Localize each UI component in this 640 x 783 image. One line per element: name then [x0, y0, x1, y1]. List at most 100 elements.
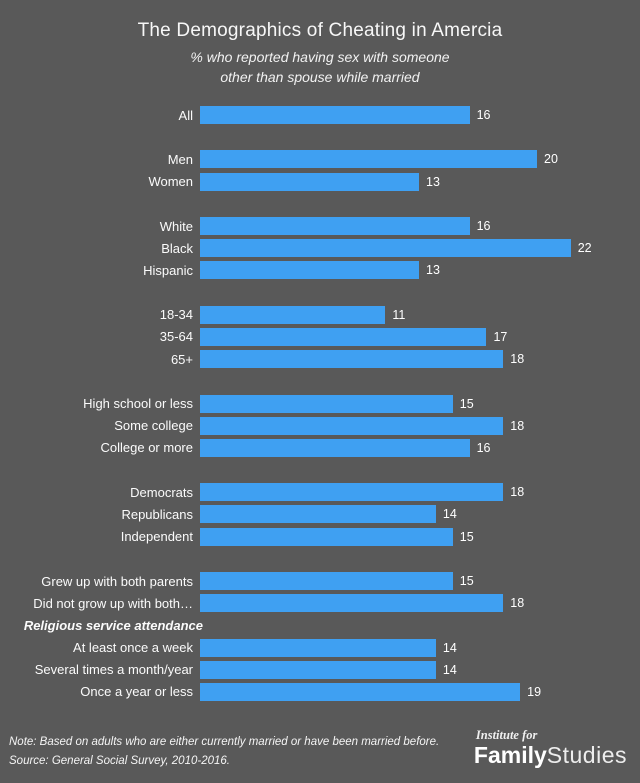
bar [200, 394, 453, 413]
bar-row-several-times-a-month-year: Several times a month/year 14 [0, 659, 640, 681]
value-label: 17 [493, 329, 508, 344]
bar [200, 172, 420, 191]
chart-subtitle-line1: % who reported having sex with someone [190, 49, 450, 65]
value-label: 16 [476, 440, 491, 455]
bar [200, 305, 386, 324]
category-label: Several times a month/year [34, 662, 193, 678]
bar-row-at-least-once-a-week: At least once a week 14 [0, 637, 640, 659]
category-label: Did not grow up with both… [33, 595, 193, 611]
section-header-row: Religious service attendance [0, 614, 640, 636]
category-label: White [159, 218, 193, 234]
bar [200, 416, 504, 435]
value-label: 14 [442, 507, 457, 522]
bar-row-did-not-grow-up-with-both: Did not grow up with both… 18 [0, 592, 640, 614]
category-label: 18-34 [159, 307, 193, 323]
value-label: 16 [476, 219, 491, 234]
bar [200, 106, 470, 125]
bar-row-women: Women 13 [0, 171, 640, 193]
value-label: 14 [442, 640, 457, 655]
source-text: Source: General Social Survey, 2010-2016… [9, 755, 230, 767]
bar-row-once-a-year-or-less: Once a year or less 19 [0, 681, 640, 703]
value-label: 14 [442, 662, 457, 677]
bar [200, 261, 420, 280]
value-label: 16 [476, 108, 491, 123]
category-label: 35-64 [159, 329, 193, 345]
logo-family-word: Family [473, 742, 547, 768]
chart-subtitle-line2: other than spouse while married [220, 69, 420, 85]
bar [200, 150, 537, 169]
bar [200, 505, 436, 524]
group-spacer [0, 548, 640, 570]
bar-row-35-64: 35-64 17 [0, 326, 640, 348]
category-label: Independent [120, 529, 193, 545]
category-label: At least once a week [73, 640, 193, 656]
ifs-logo: Institute for FamilyStudies [474, 728, 627, 769]
section-header: Religious service attendance [23, 617, 203, 633]
bar-chart: All 16 Men 20 Women 13 White 16 Black 22… [0, 104, 640, 703]
group-spacer [0, 459, 640, 481]
category-label: Men [167, 151, 193, 167]
category-label: Some college [114, 418, 193, 434]
value-label: 15 [459, 574, 474, 589]
logo-institute-for: Institute for [475, 728, 538, 742]
category-label: Once a year or less [80, 684, 193, 700]
bar-row-democrats: Democrats 18 [0, 481, 640, 503]
logo-studies-word: Studies [546, 742, 627, 768]
value-label: 20 [544, 152, 558, 167]
bar-row-black: Black 22 [0, 237, 640, 259]
bar-row-some-college: Some college 18 [0, 415, 640, 437]
bar-row-hispanic: Hispanic 13 [0, 259, 640, 281]
bar-row-65plus: 65+ 18 [0, 348, 640, 370]
value-label: 19 [527, 684, 542, 699]
value-label: 22 [577, 241, 592, 256]
category-label: Hispanic [143, 262, 193, 278]
bar [200, 660, 436, 679]
bar-row-men: Men 20 [0, 148, 640, 170]
group-spacer [0, 193, 640, 215]
logo-family-studies: FamilyStudies [474, 742, 627, 768]
category-label: All [178, 107, 193, 123]
value-label: 18 [510, 485, 525, 500]
category-label: Women [148, 174, 193, 190]
value-label: 11 [392, 307, 406, 322]
group-spacer [0, 126, 640, 148]
value-label: 13 [426, 263, 440, 278]
category-label: Grew up with both parents [41, 573, 193, 589]
bar [200, 572, 453, 591]
bar-row-white: White 16 [0, 215, 640, 237]
value-label: 13 [426, 174, 440, 189]
value-label: 15 [459, 396, 474, 411]
bar-row-all: All 16 [0, 104, 640, 126]
bar [200, 638, 436, 657]
bar [200, 350, 504, 369]
bar-row-college-or-more: College or more 16 [0, 437, 640, 459]
bar [200, 594, 504, 613]
bar [200, 217, 470, 236]
chart-footnote: Note: Based on adults who are either cur… [9, 733, 439, 771]
category-label: 65+ [170, 351, 193, 367]
category-label: College or more [100, 440, 194, 456]
bar-row-18-34: 18-34 11 [0, 304, 640, 326]
bar [200, 682, 521, 701]
bar [200, 527, 453, 546]
value-label: 18 [510, 418, 525, 433]
bar [200, 438, 470, 457]
bar-row-independent: Independent 15 [0, 526, 640, 548]
bar-row-high-school-or-less: High school or less 15 [0, 392, 640, 414]
chart-title: The Demographics of Cheating in Amercia [137, 20, 503, 41]
category-label: Republicans [121, 506, 193, 522]
value-label: 18 [510, 352, 525, 367]
group-spacer [0, 370, 640, 392]
bar [200, 483, 504, 502]
bar-row-republicans: Republicans 14 [0, 503, 640, 525]
value-label: 18 [510, 596, 525, 611]
bar-row-grew-up-with-both-parents: Grew up with both parents 15 [0, 570, 640, 592]
bar [200, 239, 571, 258]
group-spacer [0, 282, 640, 304]
category-label: Democrats [130, 484, 193, 500]
category-label: Black [161, 240, 193, 256]
chart-header: The Demographics of Cheating in Amercia … [0, 18, 640, 87]
note-text: Note: Based on adults who are either cur… [9, 736, 440, 748]
bar [200, 327, 487, 346]
value-label: 15 [459, 529, 474, 544]
